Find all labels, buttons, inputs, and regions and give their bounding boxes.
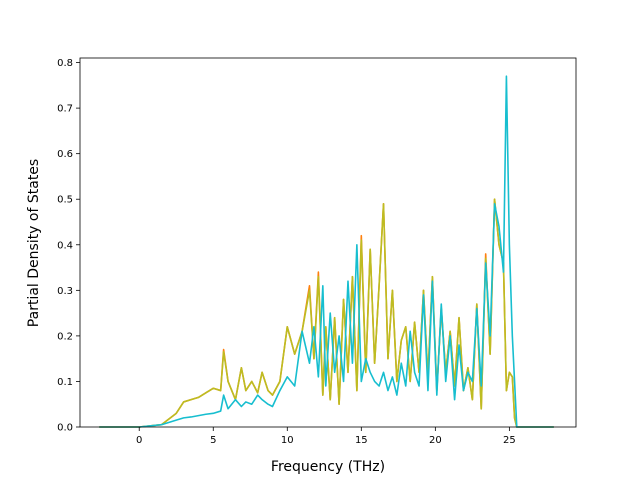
y-tick-label: 0.5	[57, 195, 73, 206]
y-axis-label: Partial Density of States	[26, 159, 42, 327]
x-tick-label: 25	[503, 435, 516, 446]
y-tick-label: 0.6	[57, 149, 73, 160]
x-axis-label: Frequency (THz)	[271, 459, 385, 475]
y-tick-label: 0.4	[57, 240, 73, 251]
x-tick-label: 20	[429, 435, 442, 446]
y-tick-label: 0.3	[57, 286, 73, 297]
x-axis-ticks: 0 5 10 15 20 25	[136, 427, 516, 446]
x-tick-label: 15	[355, 435, 368, 446]
y-tick-label: 0.8	[57, 58, 73, 69]
y-tick-label: 0.7	[57, 104, 73, 115]
x-tick-label: 10	[281, 435, 294, 446]
x-tick-label: 5	[210, 435, 216, 446]
y-tick-label: 0.1	[57, 377, 73, 388]
y-tick-label: 0.0	[57, 423, 73, 434]
x-tick-label: 0	[136, 435, 142, 446]
plot-frame	[79, 57, 577, 428]
y-axis-ticks: 0.0 0.1 0.2 0.3 0.4 0.5 0.6 0.7 0.8	[57, 58, 80, 434]
y-tick-label: 0.2	[57, 331, 73, 342]
series-layer	[99, 75, 554, 428]
series-line-3	[99, 75, 554, 428]
